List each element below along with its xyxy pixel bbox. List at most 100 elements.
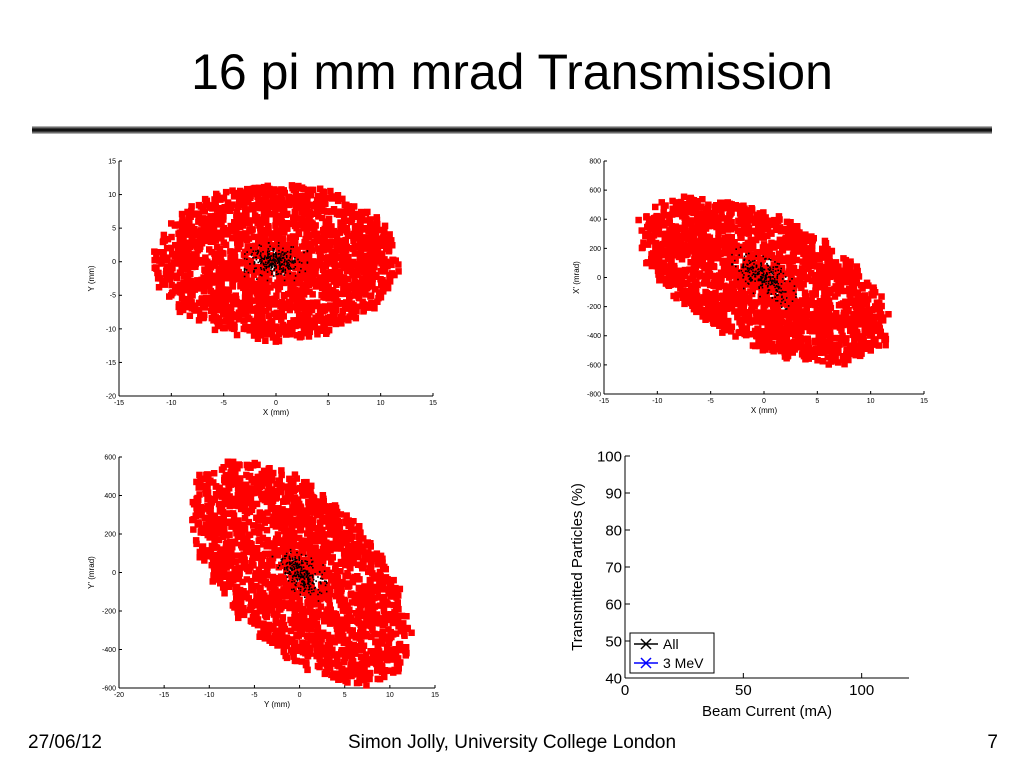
beam-particle-point: [237, 187, 244, 195]
beam-particle-point: [670, 228, 677, 236]
beam-particle-point: [337, 558, 345, 566]
beam-particle-point: [214, 278, 222, 285]
beam-particle-point: [830, 341, 838, 349]
transmitted-particle-point: [243, 268, 246, 270]
beam-particle-point: [242, 193, 249, 200]
beam-particle-point: [774, 217, 782, 224]
beam-particle-point: [783, 319, 790, 327]
beam-particle-point: [703, 234, 711, 242]
chart-x-xprime: -15 -10 -5 0 5 10 15-800-600-400-2000200400600…: [572, 158, 928, 415]
beam-particle-point: [363, 273, 371, 280]
transmitted-particle-point: [777, 285, 780, 288]
transmitted-particle-point: [776, 277, 779, 280]
beam-particle-point: [314, 245, 321, 252]
beam-particle-point: [345, 203, 352, 210]
beam-particle-point: [304, 267, 311, 274]
beam-particle-point: [788, 294, 795, 302]
transmitted-particle-point: [279, 262, 281, 264]
beam-particle-point: [161, 281, 169, 288]
beam-particle-point: [290, 317, 297, 324]
beam-particle-point: [850, 320, 858, 328]
beam-particle-point: [308, 596, 316, 603]
beam-particle-point: [293, 304, 301, 311]
beam-particle-point: [292, 199, 300, 206]
beam-particle-point: [723, 240, 730, 247]
beam-particle-point: [842, 256, 850, 264]
beam-particle-point: [388, 270, 396, 277]
beam-particle-point: [260, 183, 268, 191]
transmitted-particle-point: [742, 265, 745, 268]
beam-particle-point: [349, 259, 357, 266]
beam-particle-point: [771, 216, 778, 224]
beam-particle-point: [795, 248, 803, 255]
beam-particle-point: [705, 270, 712, 278]
beam-particle-point: [280, 228, 288, 236]
transmitted-particle-point: [755, 264, 758, 267]
beam-particle-point: [329, 287, 337, 294]
beam-particle-point: [826, 273, 834, 281]
beam-particle-point: [694, 218, 701, 225]
beam-particle-point: [772, 226, 780, 233]
beam-particle-point: [311, 226, 318, 234]
transmitted-particle-point: [270, 267, 272, 270]
beam-particle-point: [760, 316, 767, 323]
beam-particle-point: [347, 207, 354, 214]
transmitted-particle-point: [732, 263, 734, 266]
x-tick-label: 5: [815, 398, 819, 405]
transmitted-particle-point: [769, 266, 771, 269]
beam-particle-point: [361, 289, 368, 296]
beam-particle-point: [790, 250, 797, 257]
beam-particle-point: [258, 219, 265, 226]
beam-particle-point: [793, 269, 800, 276]
beam-particle-point: [239, 301, 247, 308]
beam-particle-point: [668, 224, 675, 232]
beam-particle-point: [716, 272, 723, 279]
beam-particle-point: [785, 268, 793, 276]
transmitted-particle-point: [306, 261, 309, 263]
beam-particle-point: [853, 308, 861, 315]
beam-particle-point: [233, 233, 240, 241]
beam-particle-point: [153, 253, 160, 260]
beam-particle-point: [838, 335, 846, 343]
beam-particle-point: [291, 251, 298, 258]
beam-particle-point: [790, 246, 798, 254]
beam-particle-point: [270, 234, 277, 241]
transmitted-particle-point: [280, 259, 283, 262]
beam-particle-point: [310, 323, 318, 331]
beam-particle-point: [278, 218, 286, 226]
beam-particle-point: [333, 281, 340, 288]
beam-particle-point: [731, 308, 738, 315]
beam-particle-point: [661, 267, 668, 274]
beam-particle-point: [195, 306, 203, 314]
beam-particle-point: [864, 316, 872, 323]
beam-particle-point: [266, 270, 274, 277]
beam-particle-point: [290, 215, 298, 223]
beam-particle-point: [796, 273, 804, 280]
beam-particle-point: [195, 214, 203, 221]
transmitted-particle-point: [277, 273, 280, 275]
beam-particle-point: [806, 344, 813, 352]
transmitted-particle-point: [741, 266, 743, 269]
beam-particle-point: [726, 248, 734, 256]
beam-particle-point: [253, 286, 260, 293]
beam-particle-point: [860, 292, 867, 300]
beam-particle-point: [777, 295, 785, 302]
transmitted-particle-point: [742, 266, 745, 269]
beam-particle-point: [719, 227, 726, 235]
transmitted-particle-point: [281, 269, 284, 272]
beam-particle-point: [227, 562, 235, 569]
beam-particle-point: [739, 284, 747, 291]
beam-particle-point: [235, 198, 243, 205]
beam-particle-point: [687, 201, 695, 209]
transmitted-particle-point: [273, 275, 275, 277]
beam-particle-point: [262, 337, 269, 344]
beam-particle-point: [746, 294, 753, 302]
beam-particle-point: [273, 480, 280, 488]
beam-particle-point: [344, 232, 352, 240]
beam-particle-point: [844, 307, 851, 315]
transmitted-particle-point: [779, 270, 782, 272]
beam-particle-point: [746, 313, 753, 320]
beam-particle-point: [224, 316, 231, 323]
beam-particle-point: [240, 233, 247, 241]
beam-particle-point: [199, 295, 206, 302]
